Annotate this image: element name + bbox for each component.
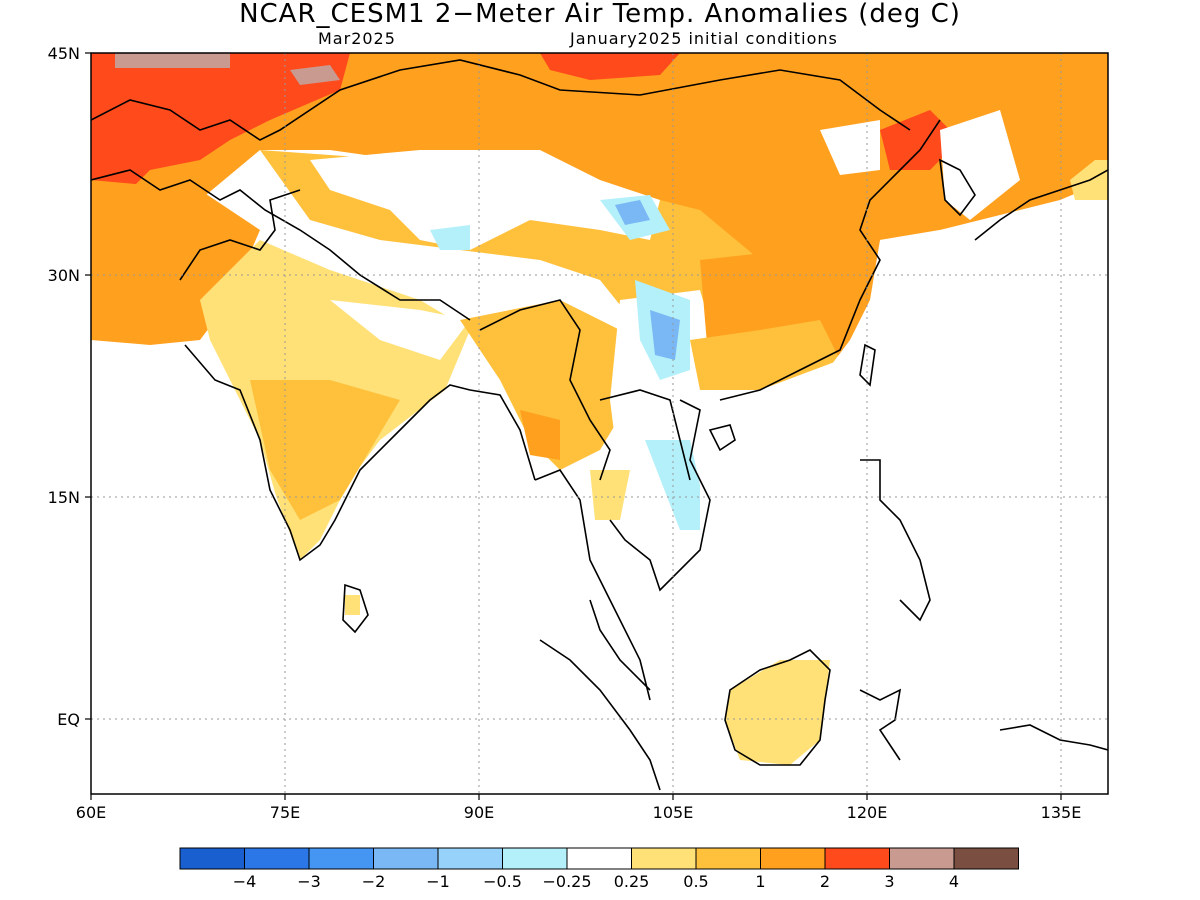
forecast-month: Mar2025 — [318, 29, 396, 48]
lat-label-45n: 45N — [48, 44, 80, 63]
lat-label-30n: 30N — [48, 266, 80, 285]
coastline-philippines — [860, 459, 931, 622]
colorbar-label: 0.5 — [683, 872, 708, 891]
cool-tibet — [430, 195, 670, 250]
mod-warm-seasia — [460, 300, 630, 470]
colorbar-label: 3 — [884, 872, 894, 891]
colorbar-swatch — [373, 847, 439, 870]
coastlines — [91, 59, 1108, 791]
border-west-asia — [91, 169, 471, 321]
colorbar-swatch — [824, 847, 890, 870]
weak-warm-borneo-repaint — [725, 660, 830, 765]
lon-label-60e: 60E — [76, 803, 106, 822]
border-central-asia — [91, 59, 911, 141]
neutral-south-china-sea — [700, 380, 880, 690]
colorbar-label: 2 — [820, 872, 830, 891]
neutral-north-korea — [940, 110, 1020, 220]
weak-warm-srilanka-repaint — [345, 595, 360, 615]
colorbar-swatch — [760, 847, 826, 870]
very-hot-region — [115, 53, 340, 85]
graticule — [91, 53, 1108, 794]
coastline-malay — [589, 599, 651, 691]
neutral-himalaya — [330, 300, 470, 360]
cool-mid-tibet — [615, 200, 650, 225]
map-title: NCAR_CESM1 2−Meter Air Temp. Anomalies (… — [239, 0, 961, 29]
colorbar-label: −3 — [297, 872, 321, 891]
colorbar-swatch — [566, 847, 632, 870]
colorbar-swatch — [308, 847, 374, 870]
border-laos — [599, 389, 691, 481]
hot-region-northeast — [880, 110, 960, 170]
colorbar-label: 4 — [949, 872, 959, 891]
coastline-india — [184, 344, 536, 562]
neutral-northeast-china — [820, 120, 880, 175]
colorbar-swatch — [695, 847, 761, 870]
lon-label-105e: 105E — [653, 803, 694, 822]
lon-label-120e: 120E — [847, 803, 888, 822]
border-pakistan — [179, 189, 301, 281]
coastline-newguinea — [999, 724, 1108, 751]
coastline-hainan — [708, 424, 736, 452]
coastline-vietnam — [609, 399, 711, 592]
colorbar-label: −2 — [362, 872, 386, 891]
mod-warm-south-china — [690, 320, 840, 390]
initial-conditions-label: January2025 initial conditions — [570, 29, 838, 48]
colorbar-swatch — [953, 847, 1019, 870]
mod-warm-india — [250, 380, 400, 520]
tick-marks — [85, 52, 1062, 800]
neutral-indian-ocean — [91, 300, 880, 794]
coastline-japan — [974, 169, 1108, 241]
lat-label-15n: 15N — [48, 488, 80, 507]
colorbar-label: 1 — [755, 872, 765, 891]
colorbar-label: −0.5 — [483, 872, 522, 891]
warm-seasia — [520, 410, 560, 460]
colorbar-label: −4 — [233, 872, 257, 891]
colorbar-swatch — [179, 847, 245, 870]
hot-region-north-strip — [540, 53, 680, 80]
coastline-indochina — [534, 469, 651, 701]
colorbar: −4 −3 −2 −1 −0.5 −0.25 0.25 0.5 1 2 3 4 — [179, 847, 1019, 891]
coastline-korea — [939, 158, 976, 217]
neutral-tibet — [310, 150, 660, 250]
colorbar-swatch — [437, 847, 503, 870]
neutral-east-china-sea — [880, 200, 1108, 794]
colorbar-swatch — [631, 847, 697, 870]
colorbar-swatch — [889, 847, 955, 870]
colorbar-label: −1 — [426, 872, 450, 891]
lon-label-75e: 75E — [270, 803, 300, 822]
coastline-taiwan — [859, 343, 876, 387]
coastline-sulawesi — [859, 688, 902, 761]
coastline-sumatra — [539, 639, 661, 791]
colorbar-swatch — [244, 847, 310, 870]
coastline-srilanka — [342, 583, 369, 634]
weak-warm-thailand — [590, 470, 630, 520]
colorbar-label: −0.25 — [542, 872, 591, 891]
lon-label-135e: 135E — [1041, 803, 1082, 822]
colorbar-label: 0.25 — [614, 872, 650, 891]
lat-label-eq: EQ — [57, 710, 80, 729]
coastline-china — [719, 119, 941, 401]
lon-label-90e: 90E — [464, 803, 494, 822]
colorbar-swatch — [502, 847, 568, 870]
map-frame — [90, 52, 1109, 795]
coastline-borneo — [724, 649, 831, 766]
anomaly-field — [91, 53, 1108, 794]
border-myanmar — [479, 299, 611, 481]
